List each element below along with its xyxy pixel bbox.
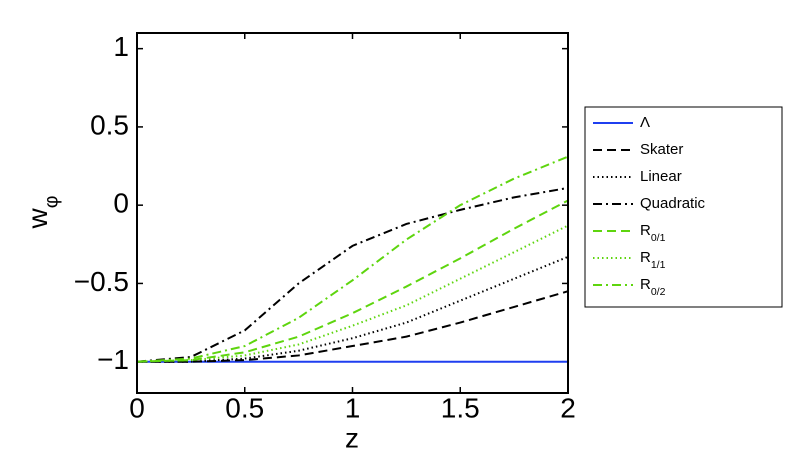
x-tick-label: 0 [129, 392, 145, 423]
plot-frame [136, 32, 569, 394]
x-tick-label: 1.5 [441, 392, 480, 423]
y-axis-label: wφ [22, 196, 62, 230]
legend-label: R0/2 [640, 276, 666, 298]
x-tick-label: 0.5 [225, 392, 264, 423]
legend-label: Linear [640, 168, 682, 185]
series-line [137, 155, 568, 363]
legend-box [584, 106, 783, 308]
series-line [137, 186, 568, 363]
y-tick-label: −0.5 [74, 266, 129, 297]
y-tick-label: 1 [113, 31, 129, 62]
y-tick-label: −1 [97, 344, 129, 375]
series-line [137, 290, 568, 363]
x-axis-label: z [345, 422, 359, 453]
series-line [137, 199, 568, 363]
x-tick-label: 2 [560, 392, 576, 423]
legend-label: R1/1 [640, 249, 666, 271]
x-tick-label: 1 [345, 392, 361, 423]
legend-label: Skater [640, 141, 683, 158]
legend-label: Quadratic [640, 195, 706, 212]
legend-label: Λ [640, 114, 650, 131]
y-tick-label: 0.5 [90, 109, 129, 140]
legend-label: R0/1 [640, 222, 666, 244]
y-tick-label: 0 [113, 188, 129, 219]
